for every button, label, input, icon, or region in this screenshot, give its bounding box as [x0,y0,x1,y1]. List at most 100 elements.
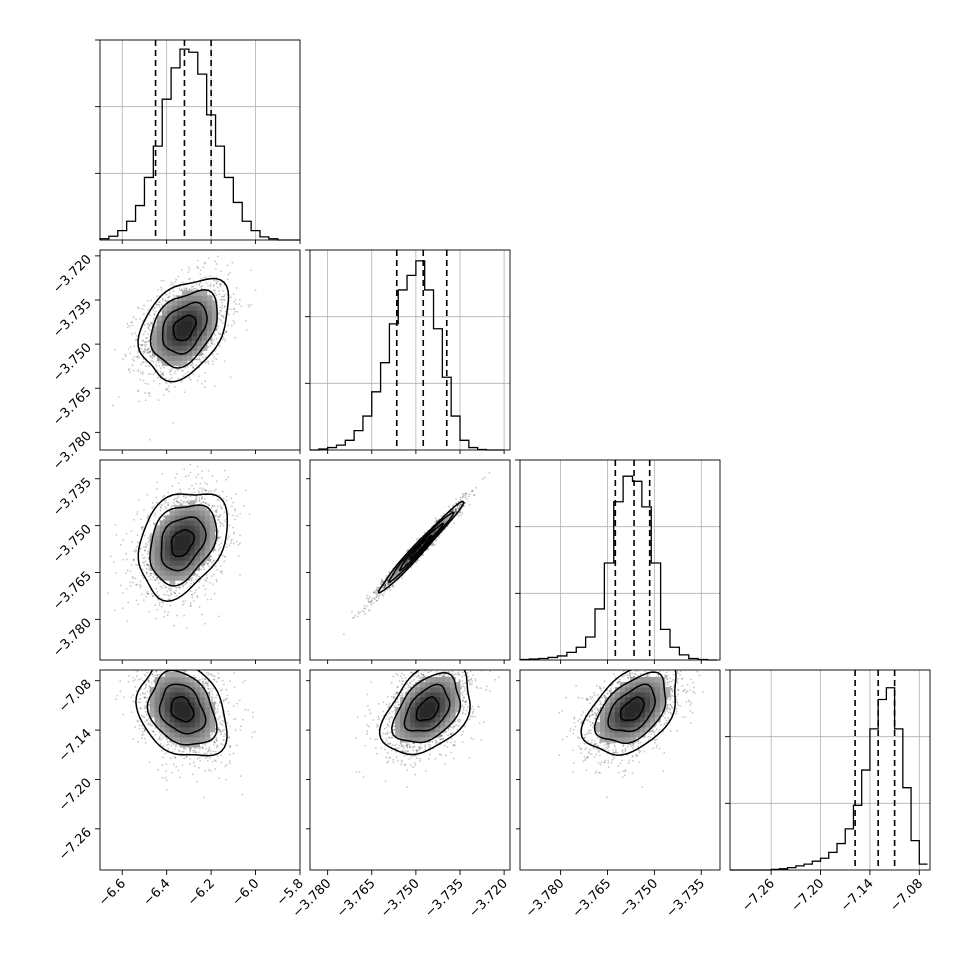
sample-point [378,595,380,598]
sample-point [143,546,145,548]
sample-point [218,333,221,335]
sample-point [214,289,217,292]
sample-point [145,571,148,574]
sample-point [135,599,138,602]
density-cell [154,525,161,531]
sample-point [354,614,357,617]
sample-point [172,504,174,507]
sample-point [196,596,199,599]
sample-point [211,575,213,578]
sample-point [142,361,145,364]
sample-point [195,497,198,499]
sample-point [203,488,206,491]
density-cell [171,345,178,351]
sample-point [146,299,149,302]
sample-point [125,572,128,574]
sample-point [125,588,128,590]
sample-point [175,499,178,502]
sample-point [218,345,221,347]
sample-point [473,494,475,496]
sample-point [156,501,158,504]
sample-point [155,323,157,326]
sample-point [114,571,117,574]
sample-point [222,315,225,318]
density-cell [206,320,213,326]
sample-point [392,585,394,588]
sample-point [228,544,231,547]
density-cell [201,295,208,301]
scatter-panel-3-1 [99,458,301,661]
sample-point [371,602,374,605]
sample-point [387,583,389,586]
sample-point [211,298,214,301]
sample-point [204,356,207,359]
sample-point [112,561,115,563]
sample-point [219,333,222,336]
sample-point [234,298,237,301]
sample-point [190,604,193,607]
sample-point [173,592,176,595]
sample-point [159,503,161,506]
sample-point [220,310,222,312]
sample-point [177,377,180,380]
density-cell [189,550,196,556]
density-cell [184,520,191,526]
sample-point [209,512,212,515]
density-cell [166,345,173,351]
sample-point [162,374,165,376]
sample-point [126,620,129,623]
density-cell [156,335,163,341]
sample-point [370,600,372,603]
sample-point [155,320,158,323]
sample-point [151,501,154,504]
sample-point [146,493,149,496]
density-cell [211,320,218,326]
density-cell [184,575,191,581]
sample-point [218,313,220,315]
sample-point [196,465,199,468]
density-cell [194,540,201,546]
sample-point [224,339,227,342]
sample-point [181,503,183,506]
sample-point [234,303,237,305]
density-cell [174,550,181,556]
sample-point [198,606,201,608]
density-cell [176,355,183,361]
sample-point [219,505,222,508]
sample-point [190,579,193,581]
density-cell [184,565,191,571]
sample-point [154,371,157,374]
sample-point [216,352,219,355]
sample-point [191,596,194,599]
sample-point [216,340,219,343]
density-cell [154,550,161,556]
density-cell [184,525,191,531]
sample-point [210,507,213,509]
sample-point [164,299,167,302]
density-cell [209,515,216,521]
density-cell [174,515,181,521]
sample-point [147,536,150,539]
sample-point [386,588,389,591]
sample-point [219,570,222,573]
sample-point [386,580,389,583]
sample-point [183,287,185,290]
sample-point [165,586,168,589]
sample-point [197,358,200,361]
sample-point [196,265,199,268]
density-cell [189,525,196,531]
sample-point [132,316,135,318]
sample-point [198,282,201,285]
sample-point [217,515,220,518]
sample-point [464,492,467,495]
sample-point [146,543,149,546]
sample-point [211,458,213,460]
sample-point [222,290,224,292]
density-cell [159,565,166,571]
density-cell [194,515,201,521]
sample-point [154,579,157,582]
sample-point [369,601,372,604]
sample-point [195,476,198,479]
density-cell [166,350,173,356]
density-cell [169,575,176,581]
